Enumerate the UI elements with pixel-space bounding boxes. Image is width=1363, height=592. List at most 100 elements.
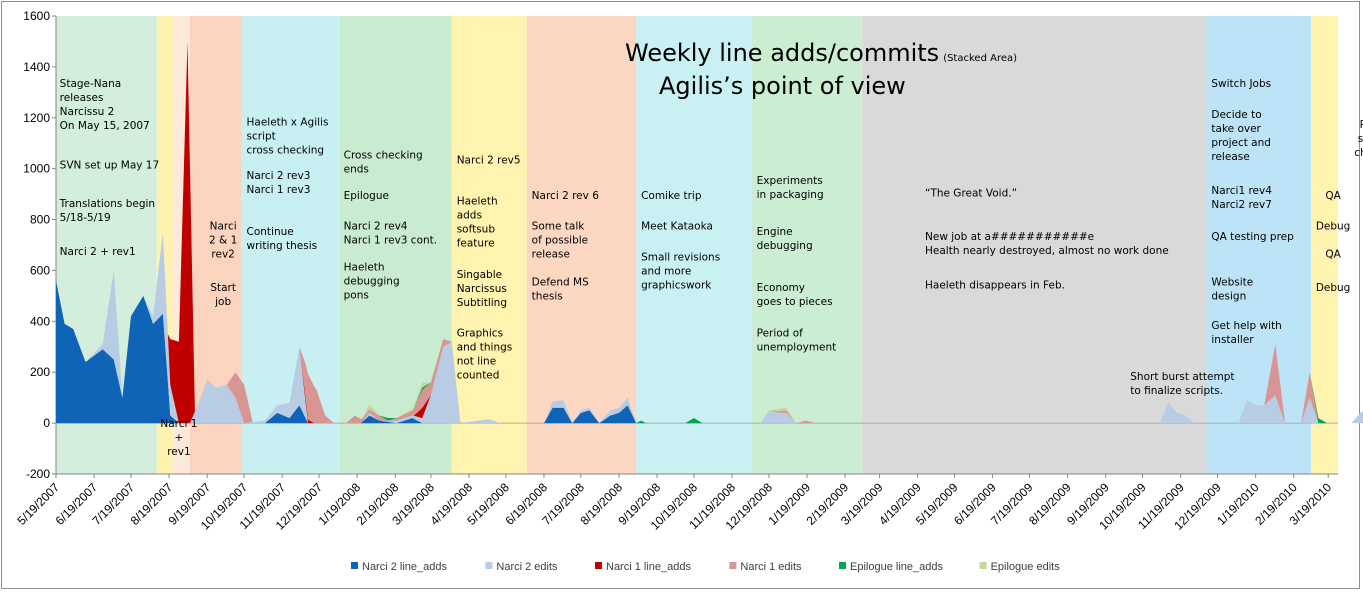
annotation-line: Haeleth disappears in Feb. (925, 279, 1065, 291)
y-tick-label: 1600 (23, 9, 50, 23)
annotation-line: 5/18-5/19 (60, 212, 111, 224)
phase-band (526, 16, 637, 474)
phase-band (451, 16, 527, 474)
annotation-line: take over (1211, 123, 1261, 135)
legend-label: Epilogue edits (991, 561, 1061, 573)
annotation-line: Small revisions (641, 251, 720, 263)
annotation: Translations begin 5/18-5/19 (59, 198, 155, 224)
annotation-line: Narci 1 (160, 418, 197, 430)
annotation-line: cross checking (247, 144, 325, 156)
annotation: Some talk of possible release (532, 221, 588, 261)
phase-band (636, 16, 752, 474)
annotation: Comike trip (641, 190, 702, 202)
annotation: Haeleth debugging pons (344, 261, 400, 301)
annotation-line: Epilogue (344, 190, 389, 202)
annotation-line: ends (344, 163, 369, 175)
annotation-line: Continue (247, 226, 294, 238)
annotation: Narci 2 & 1 rev2 (209, 221, 237, 261)
area-narci1_adds (56, 41, 1363, 424)
annotation-line: Rush (1360, 119, 1363, 131)
annotation: Decide to take over project and release (1211, 109, 1271, 163)
annotation-line: not line (457, 356, 496, 368)
legend-swatch (979, 562, 987, 569)
annotation: Engine debugging (757, 226, 813, 252)
annotation: Short burst attempt to finalize scripts. (1130, 371, 1234, 397)
annotation-line: QA (1325, 190, 1341, 202)
annotation: Period of unemployment (757, 328, 837, 354)
annotation-line: Some talk (532, 221, 586, 233)
annotation-line: Health nearly destroyed, almost no work … (925, 245, 1169, 257)
legend-label: Narci 2 edits (496, 561, 558, 573)
annotation: New job at a###########e Health nearly de… (925, 231, 1169, 257)
annotation: QA testing prep (1211, 231, 1294, 243)
annotation-line: Graphics (457, 328, 503, 340)
annotation-line: Narci 2 rev 6 (532, 190, 600, 202)
legend-label: Narci 2 line_adds (362, 561, 447, 573)
annotation-line: feature (457, 237, 495, 249)
annotation-line: Defend MS (532, 277, 589, 289)
annotation-line: Experiments (757, 175, 823, 187)
annotation: QA (1325, 190, 1341, 202)
annotation-line: Period of (757, 328, 804, 340)
annotation: QA (1325, 249, 1341, 261)
annotation-line: thesis (532, 291, 563, 303)
y-tick-label: 1200 (23, 111, 50, 125)
annotation-line: debugging (757, 240, 813, 252)
annotation-line: SVN set up May 17 (60, 160, 160, 172)
chart-title-text: Weekly line adds/commits (625, 39, 939, 67)
annotation: Start job (210, 282, 236, 308)
annotation-line: Narci 1 rev3 cont. (344, 235, 438, 247)
y-tick-label: -200 (26, 467, 50, 481)
annotation-line: pons (344, 289, 369, 301)
annotation-line: in packaging (757, 189, 824, 201)
annotation-line: Meet Kataoka (641, 221, 713, 233)
annotation-line: Narci 2 + rev1 (60, 246, 136, 258)
annotation-line: Narci 1 rev3 (247, 184, 311, 196)
annotation-line: job (214, 296, 231, 308)
legend-label: Epilogue line_adds (850, 561, 943, 573)
annotation: SVN set up May 17 (60, 160, 160, 172)
annotation-line: counted (457, 370, 500, 382)
annotation-line: softsub (457, 223, 496, 235)
annotation-line: Engine (757, 226, 793, 238)
annotation: Haeleth disappears in Feb. (925, 279, 1065, 291)
annotation-line: release (532, 249, 570, 261)
annotation-line: Debug (1316, 221, 1351, 233)
annotation: Meet Kataoka (641, 221, 713, 233)
annotation-line: writing thesis (247, 240, 318, 252)
annotation: Stage-Nana releases Narcissu 2 On May 15, 2… (60, 78, 150, 132)
annotation-line: Narci (210, 221, 237, 233)
annotation-line: QA (1325, 249, 1341, 261)
annotation: Narci 2 rev4 Narci 1 rev3 cont. (344, 221, 438, 247)
annotation-line: adds (457, 209, 482, 221)
annotation-line: Narci1 rev4 (1211, 185, 1272, 197)
annotation-line: and things (457, 342, 513, 354)
annotation-line: Narci2 rev7 (1211, 199, 1272, 211)
legend-label: Narci 1 edits (740, 561, 802, 573)
annotation: Cross checking ends (344, 149, 423, 175)
annotation-line: Decide to (1211, 109, 1261, 121)
annotation-line: Haeleth x Agilis (247, 116, 329, 128)
annotation: Singable Narcissus Subtitling (457, 269, 507, 309)
annotation: Rush script checks (1354, 119, 1363, 159)
legend-swatch (351, 562, 358, 569)
chart-title-line2: Agilis’s point of view (659, 72, 906, 100)
phase-band (862, 16, 1207, 474)
annotation: Narci 2 rev3 Narci 1 rev3 (247, 170, 311, 196)
chart-title-note: (Stacked Area) (943, 53, 1017, 64)
annotation-line: Cross checking (344, 149, 423, 161)
annotation-line: + (175, 432, 184, 444)
annotation: Narci1 rev4 Narci2 rev7 (1211, 185, 1272, 211)
annotation: Haeleth x Agilis script cross checking (247, 116, 329, 156)
annotation-line: Subtitling (457, 297, 507, 309)
annotation-line: Get help with (1211, 320, 1281, 332)
annotation-line: Haeleth (457, 195, 498, 207)
annotation: Small revisions and more graphicswork (641, 251, 720, 291)
y-tick-label: 400 (30, 314, 50, 328)
annotation-line: release (1211, 151, 1249, 163)
annotation-line: Start (210, 282, 236, 294)
annotation-line: checks (1354, 147, 1363, 159)
annotation: Defend MS thesis (532, 277, 589, 303)
annotation-line: Narcissu 2 (60, 106, 115, 118)
